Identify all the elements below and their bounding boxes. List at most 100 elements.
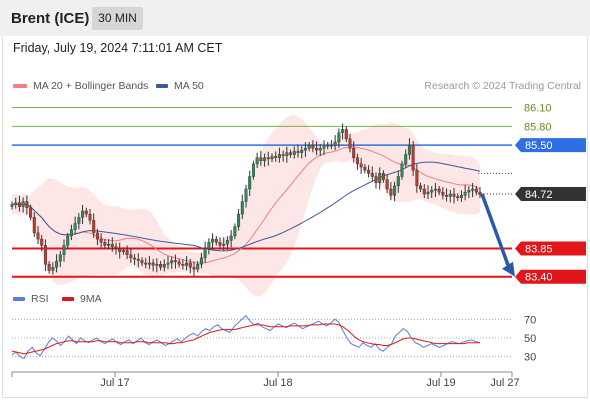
candle-body [185,262,189,266]
candle-body [199,257,203,265]
candle-body [255,157,259,165]
candle-body [270,156,274,160]
candle-body [337,132,341,143]
last-label: 84.72 [525,189,553,201]
candle-body [125,250,129,255]
support-label: 83.85 [525,244,553,256]
candle-body [159,264,163,268]
candle-body [389,188,393,196]
candle-body [433,188,437,191]
candle-body [144,262,148,265]
candle-body [326,144,330,147]
candle-body [196,264,200,270]
rsi-swatch [13,297,25,302]
candle-body [441,191,445,196]
pivot-label: 85.50 [525,140,553,152]
candle-body [81,210,85,218]
candle-body [55,260,59,268]
candle-body [166,262,170,265]
rsi-line [11,314,481,360]
candle-body [188,262,192,268]
candle-body [95,232,99,240]
candle-body [374,176,378,183]
candle-body [77,216,81,224]
x-tick-label: Jul 19 [426,377,455,389]
candle-body [404,154,408,165]
rsi-tick-label: 70 [524,314,536,326]
ma50-swatch [156,84,168,89]
candle-body [471,188,475,191]
candle-body [478,191,482,195]
candle-body [151,262,155,266]
rsi-ma-label: 9MA [80,293,102,305]
candle-body [103,242,107,246]
candle-body [333,141,337,146]
candle-body [244,188,248,202]
pivot-label-box [515,138,586,153]
candle-body [207,242,211,249]
candle-body [437,188,441,193]
last-label-box [515,187,586,202]
candle-body [88,213,92,221]
candle-body [300,149,304,153]
candle-body [348,138,352,149]
candle-body [51,267,55,271]
candle-body [181,264,185,266]
candle-body [162,264,166,268]
projection-arrow [480,193,511,269]
rsi-label: RSI [31,293,49,305]
candle-body [285,152,289,156]
candle-body [136,258,140,261]
support-label: 83.40 [525,272,553,284]
candle-body [322,146,326,149]
candle-body [281,154,285,156]
candle-body [66,235,70,246]
candle-body [355,157,359,165]
candle-body [363,166,367,171]
resistance-label: 86.10 [524,103,552,115]
candle-body [393,185,397,196]
candle-body [459,195,463,198]
candle-body [426,191,430,195]
candle-body [147,262,151,265]
candle-body [133,257,137,260]
x-tick-label: Jul 18 [263,377,292,389]
candle-body [140,260,144,264]
candle-body [430,190,434,193]
candle-body [129,254,133,259]
candle-body [58,254,62,262]
candle-body [84,210,88,215]
candle-body [419,185,423,190]
candle-body [32,216,36,234]
candle-body [237,213,241,227]
candle-body [344,129,348,140]
candle-body [474,188,478,193]
candle-body [25,201,29,209]
candle-body [47,264,51,271]
candle-body [422,188,426,195]
ma20-label: MA 20 + Bollinger Bands [33,80,149,92]
candle-body [240,201,244,215]
candle-body [211,238,215,243]
legend-ma20: MA 20 + Bollinger Bands [13,80,148,92]
candle-body [29,207,33,218]
candle-body [233,226,237,237]
ma20-swatch [13,84,27,89]
candle-body [266,157,270,160]
candle-body [73,223,77,230]
candle-body [463,191,467,196]
candle-body [367,169,371,174]
rsi-tick-label: 50 [524,333,536,345]
candle-body [62,245,66,255]
candle-body [155,264,159,266]
candle-body [415,169,419,187]
x-tick-label: Jul 27 [490,377,519,389]
candle-body [381,173,385,180]
candle-body [311,144,315,149]
candle-body [192,267,196,270]
candle-body [292,151,296,155]
rsi-ma-swatch [62,297,74,302]
candle-body [251,163,255,177]
timeframe-badge[interactable]: 30 MIN [92,7,143,30]
